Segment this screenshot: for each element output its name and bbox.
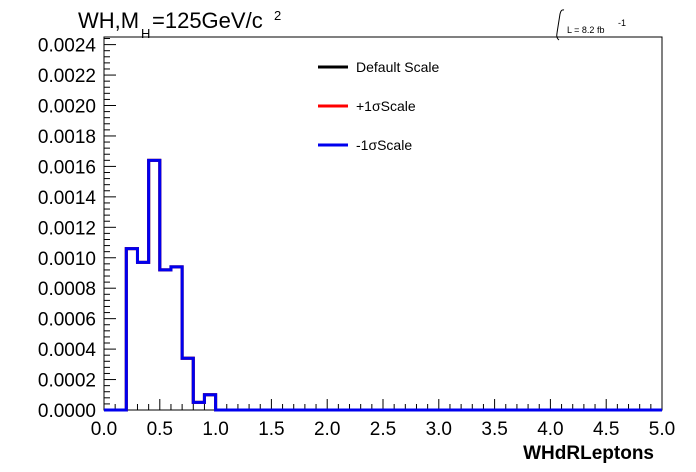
y-tick-label: 0.0020: [38, 97, 96, 118]
legend-label-default: Default Scale: [356, 59, 439, 75]
axis-ticks: 0.0 0.5 1.0 1.5 2.0 2.5 3.0 3.5 4.0 4.5 5.0 0.0000 0…: [38, 36, 675, 440]
title-rest: =125GeV/c: [152, 8, 263, 33]
y-tick-label: 0.0022: [38, 66, 96, 87]
y-tick-label: 0.0002: [38, 371, 96, 392]
x-tick-label: 5.0: [649, 419, 675, 440]
legend: Default Scale +1σScale -1σScale: [318, 59, 439, 153]
x-axis-label: WHdRLeptons: [523, 443, 654, 464]
y-tick-label: 0.0010: [38, 249, 96, 270]
lumi-superscript: -1: [618, 18, 626, 28]
x-tick-label: 3.5: [481, 419, 507, 440]
title-subscript: H: [141, 26, 150, 41]
x-tick-label: 2.5: [370, 419, 396, 440]
lumi-label: L = 8.2 fb: [567, 25, 604, 35]
y-tick-label: 0.0014: [38, 188, 97, 209]
x-tick-label: 0.0: [91, 419, 117, 440]
histogram-series: [104, 158, 662, 412]
x-tick-label: 2.0: [314, 419, 340, 440]
y-tick-label: 0.0024: [38, 36, 97, 57]
x-tick-label: 0.5: [147, 419, 173, 440]
legend-label-minus1sigma: -1σScale: [356, 137, 412, 153]
x-tick-label: 4.0: [537, 419, 563, 440]
y-tick-label: 0.0000: [38, 401, 96, 422]
y-tick-label: 0.0012: [38, 218, 96, 239]
x-tick-label: 1.0: [202, 419, 228, 440]
y-tick-label: 0.0018: [38, 127, 96, 148]
x-tick-label: 1.5: [258, 419, 284, 440]
integral-icon: [556, 9, 565, 41]
legend-label-plus1sigma: +1σScale: [356, 98, 416, 114]
title-main: WH,M: [78, 8, 139, 33]
y-tick-label: 0.0006: [38, 310, 96, 331]
y-tick-label: 0.0004: [38, 340, 97, 361]
y-tick-label: 0.0016: [38, 157, 96, 178]
plot-frame: [103, 36, 663, 411]
histogram-line-1: [104, 158, 662, 412]
histogram-line-0: [104, 158, 662, 412]
title-superscript: 2: [274, 8, 281, 23]
y-tick-label: 0.0008: [38, 279, 96, 300]
x-tick-label: 3.0: [426, 419, 452, 440]
histogram-line-2: [104, 158, 662, 412]
x-tick-label: 4.5: [593, 419, 619, 440]
